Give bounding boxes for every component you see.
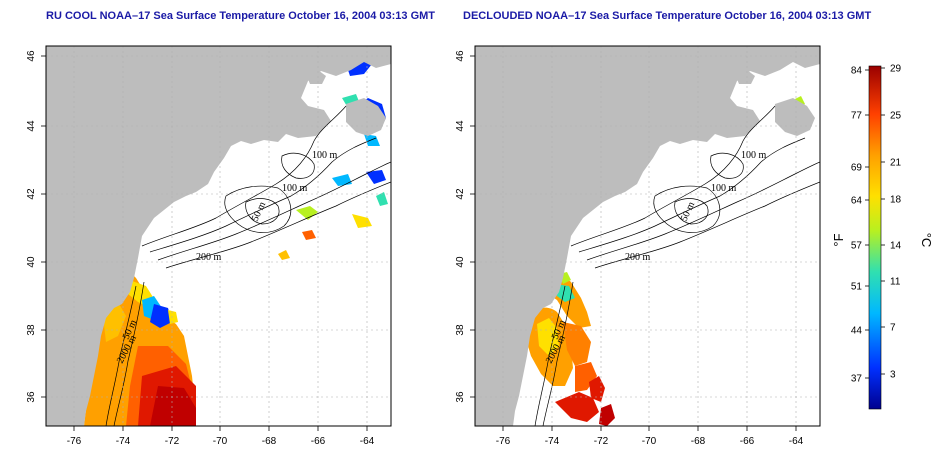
celsius-tick-label: 14 [890,241,902,252]
celsius-unit-label: °C [919,233,934,248]
fahrenheit-tick-label: 84 [851,66,863,77]
celsius-tick-label: 25 [890,111,902,122]
celsius-tick-label: 18 [890,195,902,206]
celsius-tick-label: 11 [890,277,901,288]
fahrenheit-tick-label: 51 [851,282,863,293]
contour-label-200m: 200 m [625,252,651,263]
lat-tick-label: 40 [26,256,37,268]
lon-tick-label: -68 [262,436,277,447]
lat-tick-label: 46 [455,50,466,62]
lon-tick-label: -66 [740,436,755,447]
fahrenheit-unit-label: °F [831,233,846,246]
lat-tick-label: 42 [26,188,37,200]
lon-tick-label: -64 [360,436,375,447]
left-graticule [46,46,391,426]
celsius-tick-label: 21 [890,158,902,169]
fahrenheit-scale: 84 77 69 64 57 51 44 37 [851,66,869,385]
lon-tick-label: -72 [594,436,609,447]
lon-tick-label: -74 [116,436,131,447]
left-axis-ticks: -76 -74 -72 -70 -68 -66 -64 36 38 40 42 44 46 [26,50,375,447]
contour-label-200m: 200 m [196,252,222,263]
fahrenheit-tick-label: 37 [851,374,863,385]
lon-tick-label: -70 [213,436,228,447]
lat-tick-label: 38 [455,324,466,336]
contour-label-100m-gulf: 100 m [711,183,737,194]
fahrenheit-tick-label: 57 [851,241,863,252]
contour-label-100m-north: 100 m [741,150,767,161]
right-graticule [475,46,820,426]
right-map-title: DECLOUDED NOAA–17 Sea Surface Temperatur… [463,10,872,22]
lat-tick-label: 42 [455,188,466,200]
lon-tick-label: -64 [789,436,804,447]
contour-label-100m-gulf: 100 m [282,183,308,194]
lat-tick-label: 46 [26,50,37,62]
fahrenheit-tick-label: 69 [851,163,863,174]
lon-tick-label: -72 [165,436,180,447]
left-map-title: RU COOL NOAA–17 Sea Surface Temperature … [46,10,436,22]
lon-tick-label: -76 [496,436,511,447]
lat-tick-label: 44 [455,120,466,132]
temperature-colorbar: 84 77 69 64 57 51 44 37 29 25 21 18 14 11 7 3 °F °C [831,64,934,410]
celsius-tick-label: 7 [890,323,896,334]
contour-label-100m-north: 100 m [312,150,338,161]
fahrenheit-tick-label: 77 [851,111,863,122]
lat-tick-label: 44 [26,120,37,132]
fahrenheit-tick-label: 64 [851,196,863,207]
right-axis-ticks: -76 -74 -72 -70 -68 -66 -64 36 38 40 42 44 46 [455,50,804,447]
lon-tick-label: -66 [311,436,326,447]
fahrenheit-tick-label: 44 [851,326,863,337]
lon-tick-label: -76 [67,436,82,447]
lat-tick-label: 36 [455,391,466,403]
celsius-tick-label: 29 [890,64,902,75]
lat-tick-label: 40 [455,256,466,268]
celsius-scale: 29 25 21 18 14 11 7 3 [881,64,902,381]
lon-tick-label: -68 [691,436,706,447]
lon-tick-label: -70 [642,436,657,447]
lat-tick-label: 36 [26,391,37,403]
colorbar-gradient [868,65,882,410]
celsius-tick-label: 3 [890,370,896,381]
lat-tick-label: 38 [26,324,37,336]
lon-tick-label: -74 [545,436,560,447]
